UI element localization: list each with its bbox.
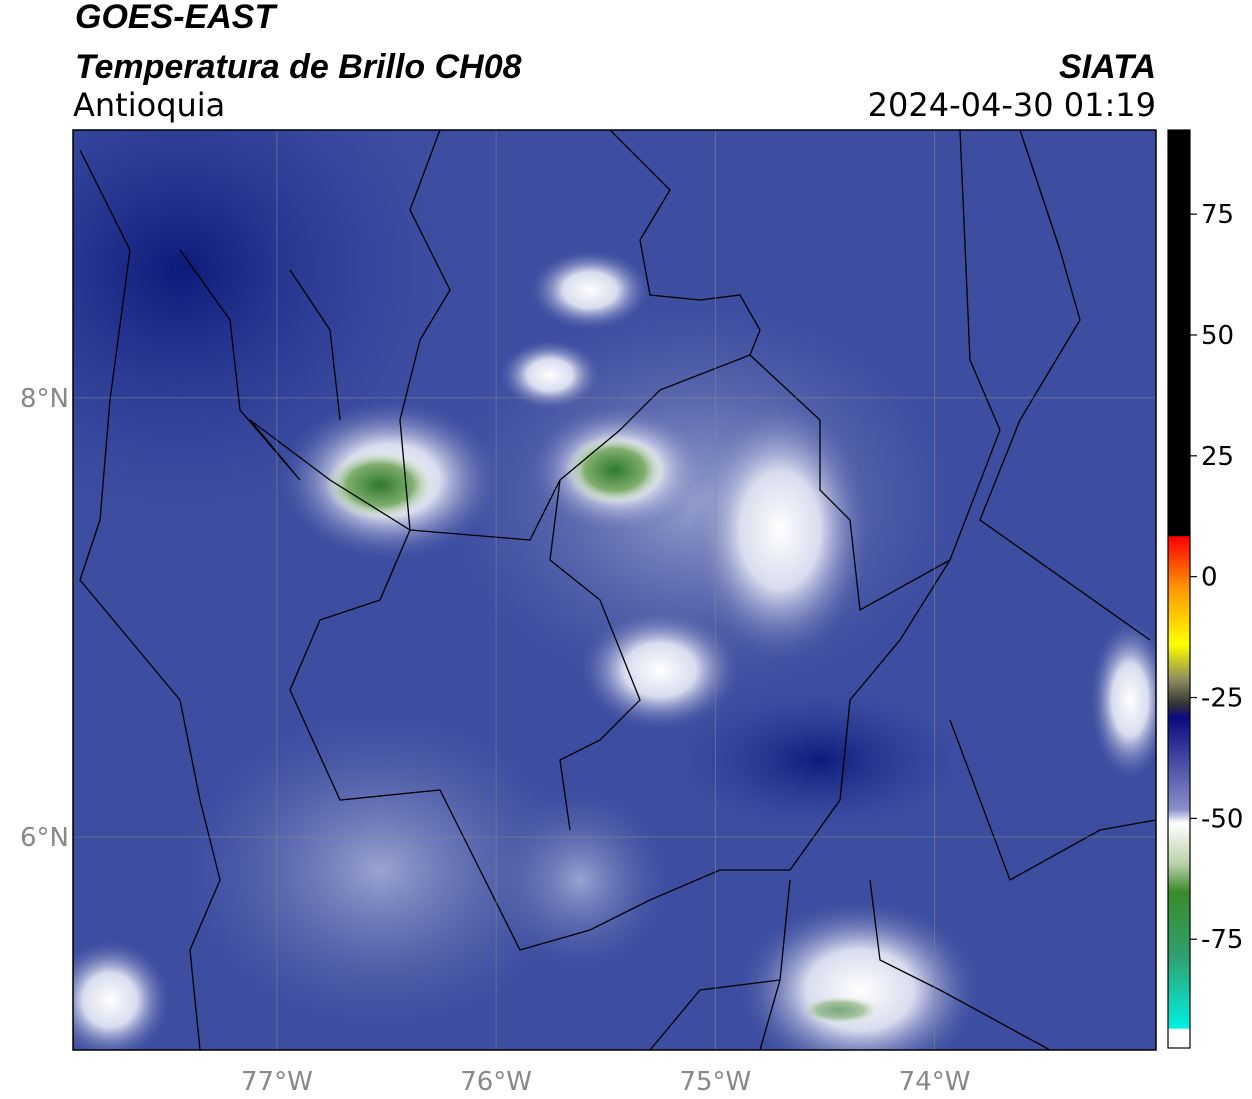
source: SIATA — [1059, 48, 1156, 86]
x-tick-label: 77°W — [241, 1067, 313, 1097]
colorbar-tick-label: -50 — [1201, 804, 1243, 834]
map-frame — [72, 129, 1157, 1051]
graticule — [73, 130, 1156, 1050]
map-image — [73, 130, 1156, 1050]
y-tick-label: 8°N — [20, 384, 69, 414]
y-tick-label: 6°N — [20, 823, 69, 853]
x-tick-label: 75°W — [679, 1067, 751, 1097]
region: Antioquia — [73, 86, 225, 124]
x-tick-label: 76°W — [460, 1067, 532, 1097]
colorbar-tick-label: 75 — [1201, 200, 1234, 230]
datetime: 2024-04-30 01:19 — [868, 86, 1156, 124]
colorbar-tick-label: 50 — [1201, 321, 1234, 351]
colorbar-tick-label: -75 — [1201, 925, 1243, 955]
colorbar-tick-label: 0 — [1201, 563, 1218, 593]
colorbar-tick-label: -25 — [1201, 684, 1243, 714]
x-tick-label: 74°W — [899, 1067, 971, 1097]
subtitle: Temperatura de Brillo CH08 — [75, 48, 522, 86]
colorbar — [1167, 129, 1191, 1049]
colorbar-tick-label: 25 — [1201, 442, 1234, 472]
title: GOES-EAST — [75, 0, 278, 36]
